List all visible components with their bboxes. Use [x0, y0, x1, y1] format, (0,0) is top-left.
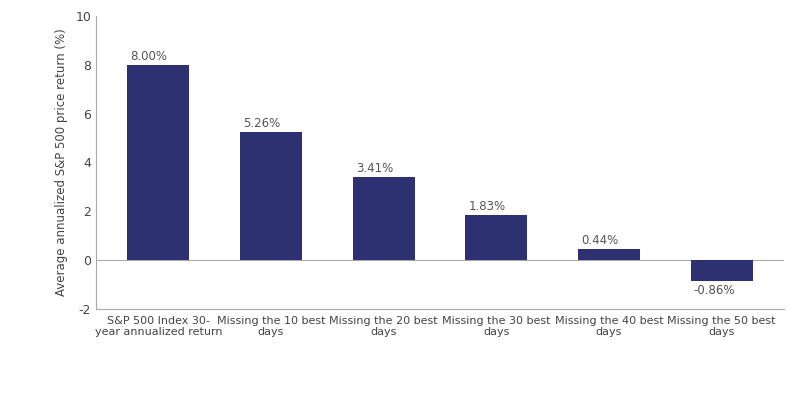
- Text: 8.00%: 8.00%: [130, 50, 167, 63]
- Bar: [127, 65, 190, 260]
- Text: 1.83%: 1.83%: [469, 200, 506, 213]
- Bar: [466, 215, 527, 260]
- Y-axis label: Average annualized S&P 500 price return (%): Average annualized S&P 500 price return …: [55, 29, 68, 296]
- Bar: [578, 249, 640, 260]
- Bar: [353, 177, 414, 260]
- Bar: [690, 260, 753, 281]
- Text: 3.41%: 3.41%: [356, 162, 393, 175]
- Bar: [240, 131, 302, 260]
- Text: 0.44%: 0.44%: [581, 234, 618, 248]
- Text: -0.86%: -0.86%: [694, 284, 735, 297]
- Text: 5.26%: 5.26%: [243, 117, 280, 129]
